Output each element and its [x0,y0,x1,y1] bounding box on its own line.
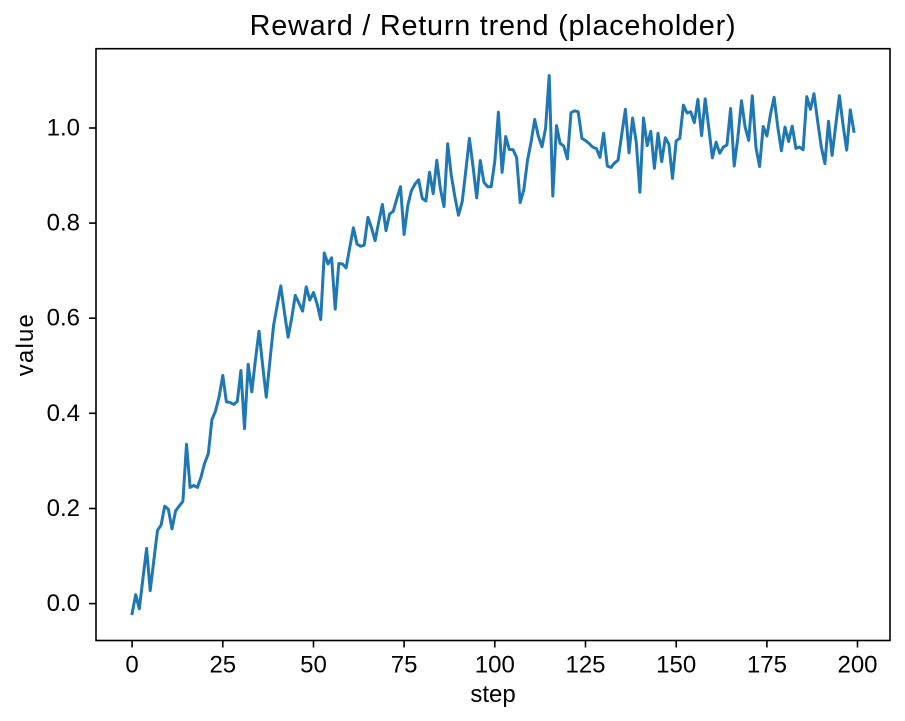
svg-text:125: 125 [565,652,605,679]
svg-text:0.4: 0.4 [47,400,80,427]
svg-text:step: step [470,681,515,708]
svg-text:50: 50 [300,652,327,679]
svg-text:200: 200 [837,652,877,679]
svg-text:0: 0 [125,652,138,679]
svg-text:0.2: 0.2 [47,495,80,522]
svg-text:150: 150 [656,652,696,679]
svg-text:value: value [12,313,39,376]
svg-text:0.6: 0.6 [47,305,80,332]
svg-text:100: 100 [475,652,515,679]
svg-text:1.0: 1.0 [47,115,80,142]
svg-text:175: 175 [747,652,787,679]
svg-text:0.8: 0.8 [47,210,80,237]
svg-text:75: 75 [391,652,418,679]
svg-text:0.0: 0.0 [47,590,80,617]
svg-text:25: 25 [209,652,236,679]
svg-text:Reward / Return trend (placeho: Reward / Return trend (placeholder) [250,10,737,42]
